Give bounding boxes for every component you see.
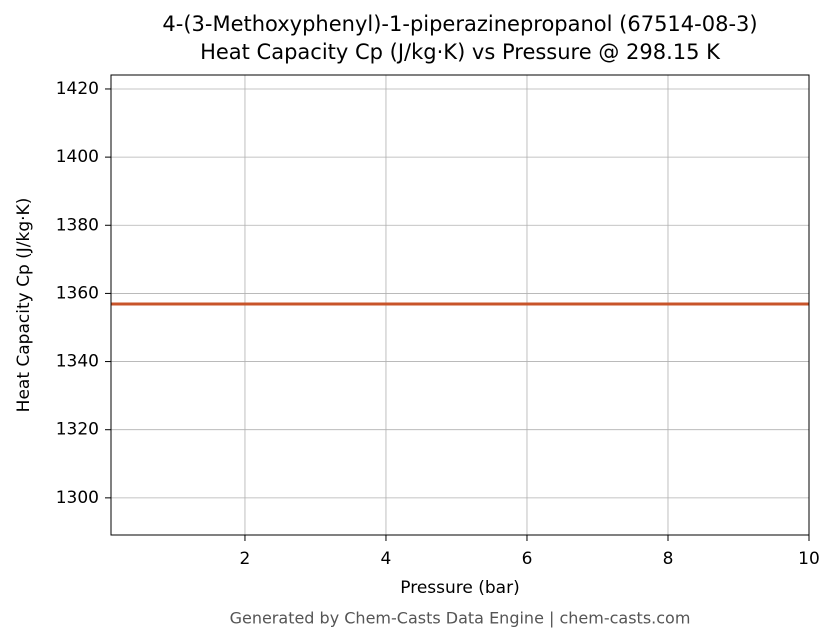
x-tick-label: 10 [798,549,820,569]
y-tick-label: 1340 [56,352,99,372]
x-tick-label: 8 [663,549,674,569]
y-tick-label: 1320 [56,420,99,440]
x-tick-label: 6 [522,549,533,569]
y-tick-label: 1380 [56,215,99,235]
chart-subtitle: Heat Capacity Cp (J/kg·K) vs Pressure @ … [200,40,721,64]
x-axis-label: Pressure (bar) [400,578,519,598]
y-tick-label: 1360 [56,283,99,303]
y-tick-label: 1300 [56,488,99,508]
y-axis-label: Heat Capacity Cp (J/kg·K) [14,198,34,413]
x-tick-label: 4 [381,549,392,569]
footer: Generated by Chem-Casts Data Engine | ch… [230,609,691,628]
x-tick-label: 2 [240,549,251,569]
y-tick-label: 1400 [56,147,99,167]
y-tick-label: 1420 [56,79,99,99]
plot-frame [110,74,810,536]
chart-title: 4-(3-Methoxyphenyl)-1-piperazinepropanol… [162,12,757,36]
